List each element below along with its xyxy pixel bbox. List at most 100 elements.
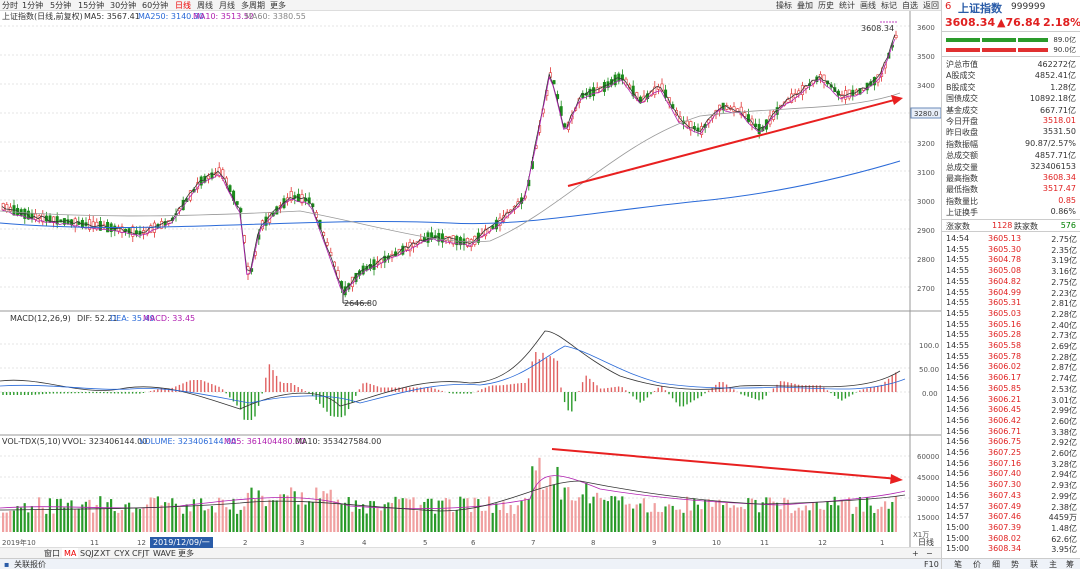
volume-bar [822, 509, 825, 532]
btn-draw[interactable]: 画线 [860, 1, 876, 10]
volume-bar [30, 506, 33, 532]
candle-body [894, 35, 898, 39]
tick-row: 14:56 3606.02 2.87亿 [942, 362, 1080, 372]
period-15min[interactable]: 15分钟 [78, 1, 105, 10]
volume-bar [207, 508, 210, 532]
period-timeshare[interactable]: 分时 [2, 1, 18, 10]
kline-chart-area[interactable]: 2646.80 3608.34 3280.0 上证指数(日线,前复权) MA5:… [0, 11, 941, 547]
volume-bar [308, 501, 311, 532]
period-5min[interactable]: 5分钟 [50, 1, 72, 10]
tick-price: 3607.49 [988, 501, 1022, 511]
period-more[interactable]: 更多 [270, 1, 286, 10]
tab-cyx[interactable]: CYX [114, 549, 130, 558]
tick-row: 14:56 3605.85 2.53亿 [942, 384, 1080, 394]
period-30min[interactable]: 30分钟 [110, 1, 137, 10]
f10-button[interactable]: F10 [924, 560, 939, 569]
candle-body [689, 121, 693, 131]
volume-bar [761, 502, 764, 532]
volume-bar [574, 500, 577, 532]
tab-price[interactable]: 价 [973, 560, 981, 569]
candle-body [491, 225, 495, 229]
tab-cfjt[interactable]: CFJT [132, 549, 150, 558]
tick-price: 3604.82 [988, 276, 1022, 286]
period-weekly[interactable]: 周线 [197, 1, 213, 10]
volume-bar [12, 510, 15, 532]
btn-stats[interactable]: 统计 [839, 1, 855, 10]
tick-volume: 3.19亿 [1051, 256, 1077, 266]
volume-bar [498, 509, 501, 532]
btn-mark[interactable]: 标记 [881, 1, 897, 10]
volume-bar [412, 497, 415, 532]
tab-xt[interactable]: XT [100, 549, 111, 558]
tick-row: 14:57 3607.49 2.38亿 [942, 501, 1080, 512]
volume-bar [239, 509, 242, 532]
volume-bar [657, 511, 660, 532]
breadth-bar-red-2 [982, 48, 1016, 52]
candle-body [98, 221, 102, 231]
tab-chips[interactable]: 筹 [1066, 560, 1074, 569]
period-daily[interactable]: 日线 [175, 1, 191, 10]
volume-bar [99, 496, 102, 532]
volume-bar [441, 500, 444, 532]
volume-bar [639, 503, 642, 532]
btn-history[interactable]: 历史 [818, 1, 834, 10]
volume-bar [794, 510, 797, 532]
ma10-label: MA10: 3513.52 [193, 12, 254, 21]
tab-trend[interactable]: 势 [1011, 560, 1019, 569]
tick-row: 14:55 3605.31 2.81亿 [942, 298, 1080, 308]
btn-overlay[interactable]: 叠加 [797, 1, 813, 10]
stat-value: 3518.01 [1042, 116, 1076, 125]
time-tick: 4 [362, 539, 367, 547]
candle-body [451, 235, 455, 245]
tick-row: 14:56 3607.40 2.94亿 [942, 469, 1080, 479]
tick-time: 14:56 [946, 490, 970, 500]
tab-sqjz[interactable]: SQJZ [80, 549, 100, 558]
volume-bar [27, 512, 30, 532]
volume-bar [635, 504, 638, 532]
candle-body [498, 217, 502, 227]
candle-body [602, 81, 606, 92]
zoom-out-icon[interactable]: − [926, 549, 933, 558]
tab-detail[interactable]: 细 [992, 560, 1000, 569]
tab-linked[interactable]: 联 [1030, 560, 1038, 569]
period-60min[interactable]: 60分钟 [142, 1, 169, 10]
tick-price: 3604.78 [988, 255, 1022, 265]
tick-time: 14:56 [946, 415, 970, 425]
tick-price: 3607.46 [988, 512, 1022, 522]
tab-more[interactable]: 更多 [178, 549, 194, 558]
tick-price: 3606.75 [988, 437, 1022, 447]
volume-bar [279, 494, 282, 532]
volume-bar [84, 501, 87, 532]
btn-caobiao[interactable]: 操标 [776, 1, 792, 10]
tick-volume: 2.75亿 [1051, 235, 1077, 244]
trend-arrow-volume [551, 448, 899, 480]
tick-volume: 2.74亿 [1051, 374, 1077, 384]
period-1min[interactable]: 1分钟 [22, 1, 44, 10]
volume-bar [153, 498, 156, 532]
tab-main[interactable]: 主 [1049, 560, 1057, 569]
period-multi[interactable]: 多周期 [241, 1, 265, 10]
volume-bar [534, 470, 537, 532]
candle-body [448, 236, 452, 242]
volume-bar [538, 457, 541, 532]
moving-average-lines [0, 34, 901, 295]
period-monthly[interactable]: 月线 [219, 1, 235, 10]
candle-body [188, 190, 192, 201]
btn-watchlist[interactable]: 自选 [902, 1, 918, 10]
volume-bar [408, 499, 411, 532]
volume-bar [221, 499, 224, 532]
tick-volume: 2.28亿 [1051, 309, 1077, 319]
volume-bar [311, 502, 314, 532]
volume-bar [488, 496, 491, 532]
volume-bar [293, 491, 296, 532]
stat-value: 4852.41亿 [1034, 71, 1076, 81]
status-related-quote[interactable]: 关联报价 [14, 560, 46, 569]
volume-bar [347, 497, 350, 532]
tab-ma[interactable]: MA [62, 548, 79, 559]
zoom-in-icon[interactable]: + [912, 549, 919, 558]
tab-trades[interactable]: 笔 [954, 560, 962, 569]
btn-back[interactable]: 返回 [923, 1, 939, 10]
tab-wave[interactable]: WAVE [153, 549, 176, 558]
tab-window[interactable]: 窗口 [44, 549, 60, 558]
candle-body [620, 74, 624, 81]
